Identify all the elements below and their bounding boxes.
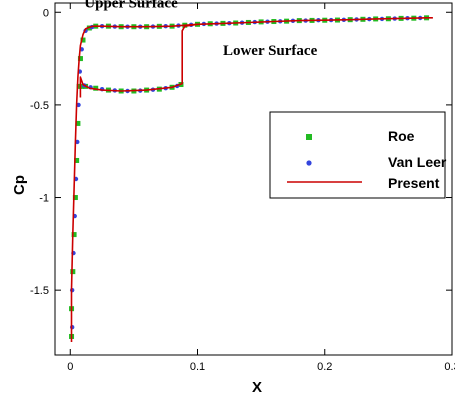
legend-roe-marker (306, 134, 312, 140)
data-point-roe (80, 37, 86, 43)
series-line-present-upper-surface (70, 16, 433, 342)
legend-roe-label: Roe (388, 128, 415, 144)
data-point-roe (86, 25, 92, 31)
legend-vanleer-marker (306, 160, 312, 166)
annotation-lower-surface: Lower Surface (223, 43, 318, 59)
ticks-layer: 0 0.1 0.2 0.3 0 -0.5 -1 -1.5 (30, 3, 455, 373)
legend-vanleer-label: Van Leer (388, 154, 447, 170)
data-point-roe (79, 83, 85, 89)
x-tick-label: 0.2 (317, 361, 332, 373)
annotation-upper-surface: Upper Surface (84, 0, 178, 12)
legend-present-label: Present (388, 175, 440, 191)
x-tick-label: 0 (67, 361, 73, 373)
legend-box (269, 111, 446, 199)
series-layer (69, 15, 433, 342)
data-point-roe (93, 85, 99, 91)
x-tick-label: 0.3 (444, 361, 455, 373)
data-point-roe (77, 56, 83, 62)
x-tick-label: 0.1 (190, 361, 205, 373)
y-axis-label: Cp (11, 175, 28, 195)
y-tick-label: 0 (43, 7, 49, 19)
series-line-present-lower-surface (79, 23, 198, 98)
legend: Roe Van Leer Present (269, 111, 447, 199)
data-point-roe (71, 232, 77, 238)
data-point-roe (76, 83, 82, 89)
data-point-roe (74, 157, 80, 163)
y-tick-label: -1.5 (30, 285, 49, 297)
y-tick-label: -1 (39, 193, 49, 205)
data-point-roe (75, 120, 81, 126)
plot-frame (54, 2, 453, 356)
data-point-roe (72, 195, 78, 201)
data-point-roe (70, 269, 76, 275)
x-axis-label: X (252, 379, 262, 396)
y-tick-label: -0.5 (30, 100, 49, 112)
